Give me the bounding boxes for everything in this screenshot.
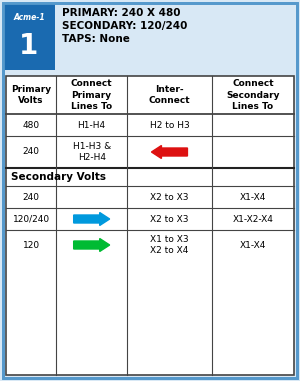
Text: Secondary Volts: Secondary Volts bbox=[11, 172, 106, 182]
Bar bbox=[3, 3, 55, 70]
Text: 120: 120 bbox=[22, 240, 40, 250]
Text: H2 to H3: H2 to H3 bbox=[150, 120, 189, 130]
FancyArrow shape bbox=[74, 213, 110, 226]
FancyArrow shape bbox=[152, 146, 188, 158]
Text: 480: 480 bbox=[22, 120, 40, 130]
Text: Primary
Volts: Primary Volts bbox=[11, 85, 51, 105]
Text: Connect
Secondary
Lines To: Connect Secondary Lines To bbox=[226, 79, 280, 110]
Text: X3: X3 bbox=[169, 271, 179, 280]
Text: 240: 240 bbox=[23, 192, 40, 202]
Text: SECONDARY: 120/240: SECONDARY: 120/240 bbox=[62, 21, 188, 31]
Text: 240: 240 bbox=[23, 147, 40, 157]
Bar bbox=[6, 76, 294, 375]
Text: 120/240: 120/240 bbox=[13, 215, 50, 224]
Text: H2: H2 bbox=[169, 196, 179, 205]
Text: Inter-
Connect: Inter- Connect bbox=[148, 85, 190, 105]
Text: X1-X4: X1-X4 bbox=[240, 240, 266, 250]
Text: X1: X1 bbox=[240, 289, 250, 298]
Text: X2 to X3: X2 to X3 bbox=[150, 215, 189, 224]
Text: X1-X4: X1-X4 bbox=[240, 192, 266, 202]
Text: X2 to X3: X2 to X3 bbox=[150, 192, 189, 202]
Text: X2: X2 bbox=[141, 271, 151, 280]
Text: X1-X2-X4: X1-X2-X4 bbox=[232, 215, 273, 224]
Text: Acme-1: Acme-1 bbox=[13, 13, 45, 22]
Text: H4: H4 bbox=[240, 178, 250, 187]
Text: X4: X4 bbox=[70, 289, 80, 298]
Text: X1 to X3
X2 to X4: X1 to X3 X2 to X4 bbox=[150, 235, 189, 255]
Text: Connect
Primary
Lines To: Connect Primary Lines To bbox=[71, 79, 112, 110]
Text: 1: 1 bbox=[20, 32, 39, 60]
Text: PRIMARY: 240 X 480: PRIMARY: 240 X 480 bbox=[62, 8, 181, 18]
Text: TAPS: None: TAPS: None bbox=[62, 34, 130, 44]
Text: H3: H3 bbox=[141, 196, 151, 205]
FancyArrow shape bbox=[74, 239, 110, 251]
Text: H1-H4: H1-H4 bbox=[78, 120, 106, 130]
Text: H1-H3 &
H2-H4: H1-H3 & H2-H4 bbox=[73, 142, 111, 162]
Text: H1: H1 bbox=[70, 178, 80, 187]
